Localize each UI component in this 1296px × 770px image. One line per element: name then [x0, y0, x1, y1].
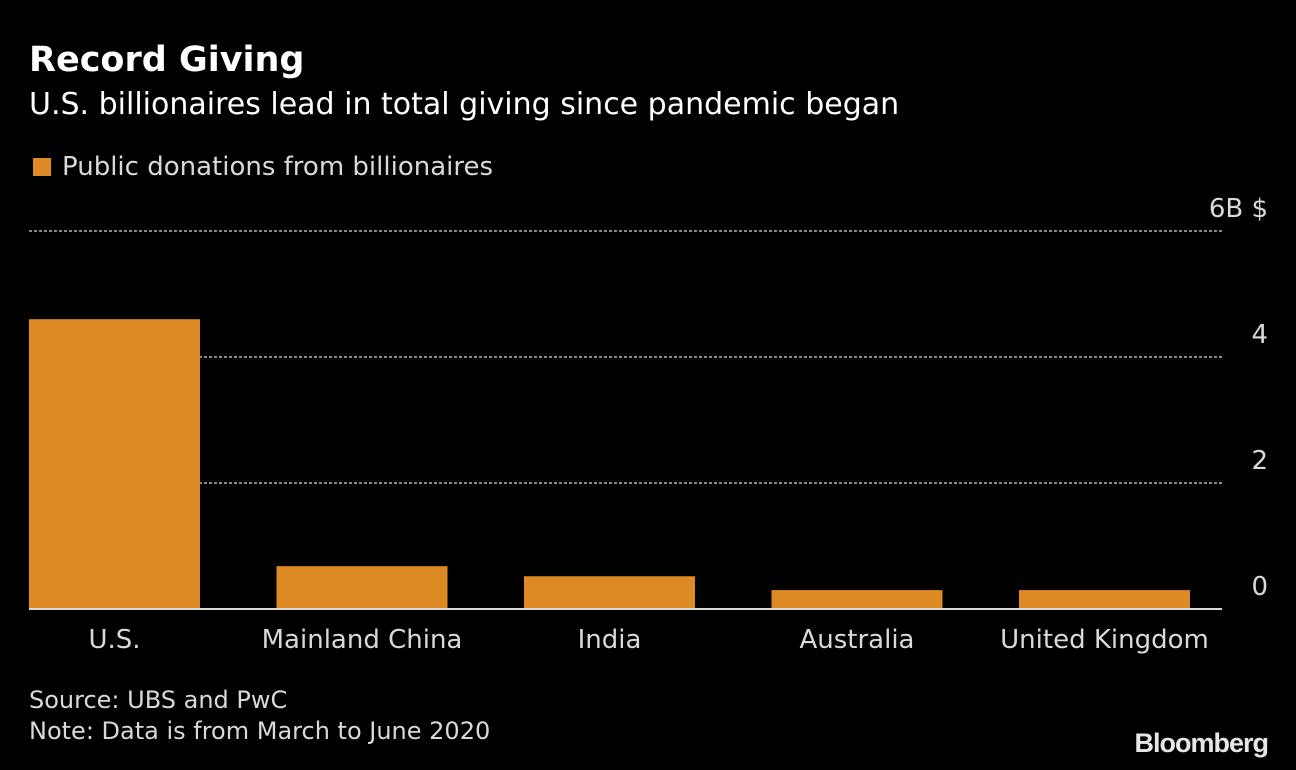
bar-u-s- — [29, 319, 200, 609]
bar-india — [524, 576, 695, 609]
chart-subtitle: U.S. billionaires lead in total giving s… — [29, 87, 900, 122]
bar-united-kingdom — [1019, 590, 1190, 609]
x-tick-label: Mainland China — [262, 625, 463, 655]
x-tick-label: Australia — [799, 625, 914, 655]
source-note: Source: UBS and PwC — [29, 686, 288, 714]
bloomberg-logo: Bloomberg — [1134, 728, 1269, 758]
bar-mainland-china — [276, 566, 448, 609]
y-tick-label: 2 — [1251, 446, 1268, 476]
y-tick-label: 4 — [1251, 320, 1268, 350]
legend-swatch — [33, 158, 51, 176]
legend: Public donations from billionaires — [33, 152, 493, 182]
y-tick-label: 0 — [1251, 572, 1268, 602]
data-note: Note: Data is from March to June 2020 — [29, 717, 491, 745]
x-tick-label: U.S. — [88, 625, 140, 655]
y-tick-label: 6B $ — [1209, 194, 1268, 224]
chart-title: Record Giving — [29, 40, 305, 80]
bar-australia — [771, 590, 943, 609]
legend-label: Public donations from billionaires — [62, 152, 494, 182]
x-tick-label: United Kingdom — [1000, 625, 1209, 655]
x-tick-label: India — [578, 625, 642, 655]
